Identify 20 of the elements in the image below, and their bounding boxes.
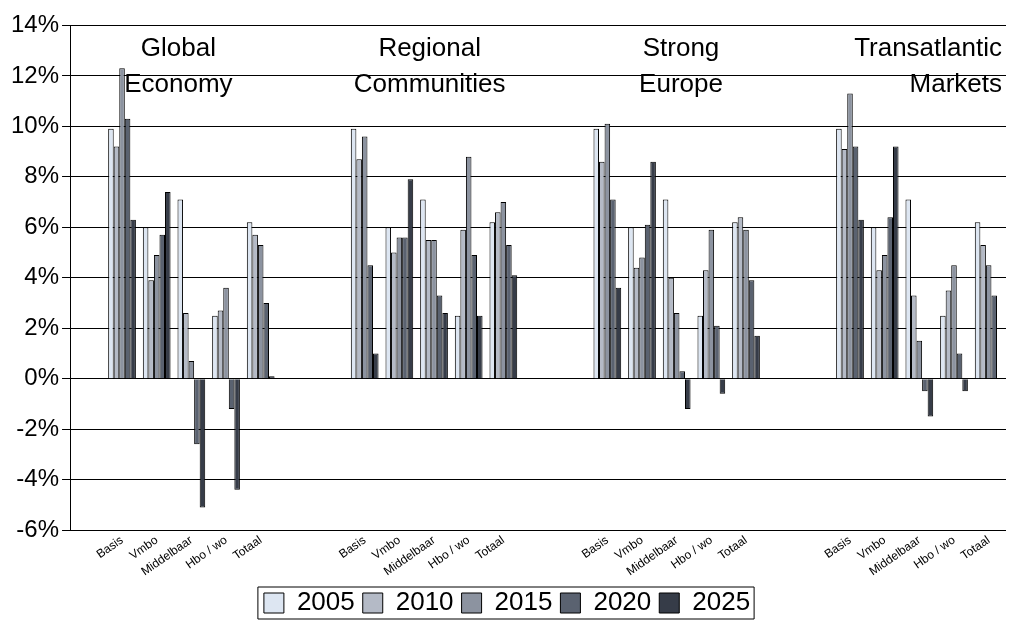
annotation: Regional Communities — [353, 32, 506, 99]
legend-label: 2015 — [494, 586, 553, 617]
y-tick-label: -2% — [16, 413, 60, 441]
legend-label: 2005 — [296, 586, 355, 617]
y-tick-label: 14% — [10, 10, 60, 38]
y-tick-label: 4% — [24, 262, 60, 290]
y-tick-label: 10% — [10, 110, 60, 138]
y-tick-label: 6% — [24, 211, 60, 239]
legend-label: 2010 — [395, 586, 454, 617]
y-tick-label: 2% — [24, 312, 60, 340]
y-tick-label: 0% — [24, 363, 60, 391]
legend-label: 2025 — [692, 586, 751, 617]
legend-label: 2020 — [593, 586, 652, 617]
annotation: Transatlantic Markets — [854, 32, 1002, 99]
annotation: Global Economy — [124, 32, 233, 99]
y-tick-label: -6% — [16, 514, 60, 542]
y-tick-label: -4% — [16, 464, 60, 492]
y-tick-label: 12% — [10, 60, 60, 88]
annotation: Strong Europe — [639, 32, 723, 99]
y-tick-label: 8% — [24, 161, 60, 189]
